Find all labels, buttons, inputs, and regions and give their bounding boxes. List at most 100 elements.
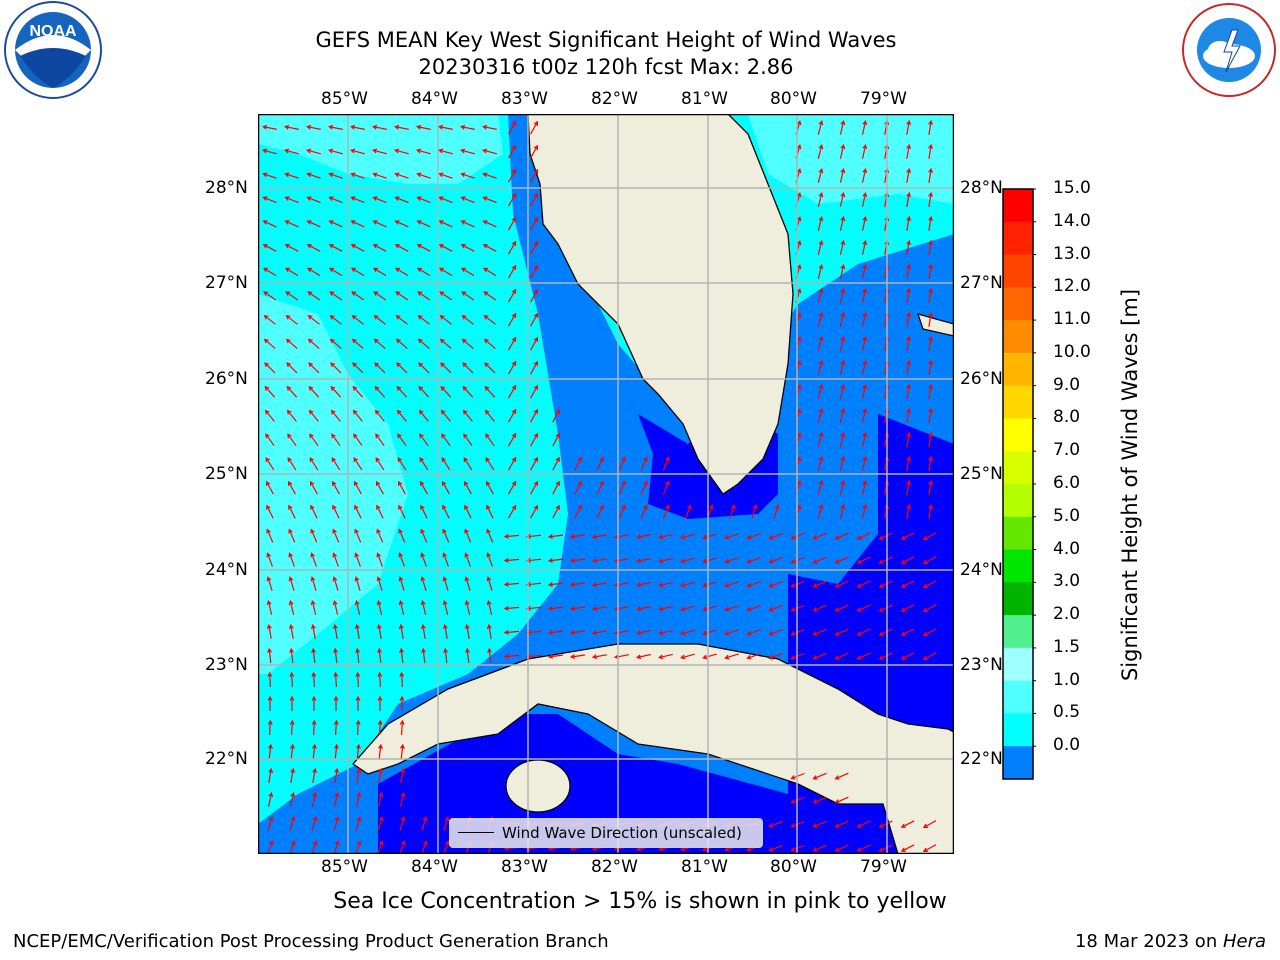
wind-wave-arrow-22 (305, 148, 321, 155)
wind-wave-arrow-105 (372, 244, 387, 252)
wind-wave-arrow-205 (374, 362, 386, 374)
wind-wave-arrow-330 (861, 479, 868, 495)
wind-wave-arrow-432 (376, 576, 383, 591)
wind-wave-arrow-359 (817, 503, 824, 519)
lon-tick-top-4: 81°W (681, 89, 728, 109)
wind-wave-arrow-454 (856, 580, 871, 588)
colorbar-segment-4 (1003, 320, 1033, 354)
map-plot (258, 114, 954, 854)
wind-wave-arrow-46 (394, 172, 409, 179)
wind-wave-arrow-178 (906, 311, 912, 328)
colorbar-tick-label-12: 3.0 (1053, 571, 1081, 592)
wind-wave-arrow-12 (530, 120, 538, 135)
wind-wave-arrow-14 (817, 119, 824, 135)
wind-wave-arrow-314 (398, 480, 406, 495)
wind-wave-arrow-179 (928, 311, 933, 327)
wind-wave-arrow-210 (484, 362, 496, 374)
wind-wave-arrow-19 (928, 119, 933, 135)
wind-wave-arrow-249 (462, 409, 473, 422)
wind-wave-arrow-309 (288, 480, 296, 495)
wind-wave-arrow-109 (460, 244, 475, 252)
wind-wave-arrow-238 (906, 383, 912, 400)
wind-wave-arrow-512 (768, 629, 783, 636)
wind-wave-arrow-442 (591, 582, 608, 588)
wind-wave-arrow-414 (657, 557, 673, 564)
wind-wave-arrow-450 (768, 581, 783, 588)
wind-wave-arrow-248 (440, 409, 451, 422)
wind-wave-arrow-164 (351, 314, 364, 325)
wind-wave-arrow-379 (569, 534, 585, 539)
wind-wave-arrow-480 (746, 605, 761, 612)
wind-wave-arrow-98 (906, 215, 912, 232)
wind-wave-arrow-302 (817, 455, 824, 471)
sea-ice-footnote: Sea Ice Concentration > 15% is shown in … (333, 889, 947, 914)
wind-wave-arrow-552 (289, 671, 295, 688)
wind-wave-arrow-344 (486, 504, 494, 519)
colorbar-tick-label-15: 1.0 (1053, 669, 1081, 690)
wind-wave-arrow-603 (355, 816, 362, 831)
wind-wave-arrow-272 (507, 432, 517, 447)
wind-wave-arrow-626 (856, 820, 871, 828)
colorbar-tick-label-7: 8.0 (1053, 407, 1081, 428)
wind-wave-arrow-47 (416, 172, 431, 179)
wind-wave-arrow-60 (262, 196, 277, 204)
wind-wave-arrow-404 (442, 552, 449, 567)
wind-wave-arrow-78 (906, 191, 912, 208)
wind-wave-arrow-659 (900, 844, 915, 852)
wind-wave-arrow-245 (374, 409, 385, 422)
credit-host: Hera (1222, 931, 1266, 952)
wind-wave-arrow-531 (503, 653, 520, 659)
wind-wave-arrow-622 (768, 821, 783, 828)
wind-wave-arrow-132 (530, 264, 538, 279)
wind-wave-arrow-274 (552, 432, 560, 447)
wind-wave-arrow-172 (530, 312, 538, 327)
colorbar-segment-17 (1003, 746, 1033, 780)
wind-wave-arrow-131 (507, 264, 517, 279)
wind-wave-arrow-252 (530, 408, 538, 423)
wind-wave-arrow-38 (906, 143, 912, 160)
wind-wave-arrow-114 (817, 239, 824, 255)
wind-wave-arrow-16 (861, 119, 868, 135)
wind-wave-arrow-564 (399, 695, 405, 711)
wind-wave-arrow-241 (286, 409, 297, 422)
ocean-wave-1.5-2.0-ne (748, 114, 954, 204)
wind-wave-arrow-461 (332, 599, 339, 615)
wind-wave-arrow-413 (635, 557, 651, 564)
wind-wave-arrow-144 (351, 291, 365, 301)
wind-wave-arrow-383 (657, 533, 673, 540)
wind-wave-arrow-508 (679, 629, 695, 636)
wind-wave-arrow-606 (421, 816, 428, 831)
wind-wave-arrow-565 (267, 719, 273, 736)
wind-wave-arrow-517 (878, 628, 893, 636)
map-legend: Wind Wave Direction (unscaled) (449, 818, 763, 848)
wind-wave-arrow-498 (464, 623, 470, 640)
wind-wave-arrow-122 (306, 267, 321, 277)
wind-wave-arrow-553 (311, 671, 317, 688)
wind-wave-arrow-407 (503, 557, 520, 563)
wind-wave-arrow-428 (288, 576, 295, 591)
wind-wave-arrow-191 (507, 336, 517, 351)
wind-wave-arrow-317 (464, 480, 472, 495)
wind-wave-arrow-58 (906, 167, 912, 184)
wind-wave-arrow-586 (790, 772, 805, 780)
wind-wave-arrow-181 (285, 338, 298, 350)
wind-wave-arrow-165 (373, 314, 386, 325)
wind-wave-arrow-361 (861, 503, 868, 519)
wind-wave-arrow-152 (530, 288, 538, 303)
wind-wave-arrow-32 (530, 144, 538, 159)
wind-wave-arrow-76 (861, 191, 868, 207)
wind-wave-arrow-373 (442, 528, 450, 543)
wind-wave-arrow-230 (484, 385, 496, 398)
land-florida (527, 114, 794, 495)
wind-wave-arrow-355 (729, 504, 736, 519)
wind-wave-arrow-561 (333, 695, 339, 711)
colorbar-tick-label-11: 4.0 (1053, 538, 1081, 559)
wind-wave-arrow-287 (375, 457, 385, 471)
wind-wave-arrow-405 (464, 552, 471, 567)
wind-wave-arrow-118 (906, 239, 912, 256)
wind-wave-arrow-597 (812, 796, 827, 804)
colorbar-tick-label-9: 6.0 (1053, 473, 1081, 493)
wind-wave-arrow-605 (399, 816, 406, 831)
wind-wave-arrow-166 (395, 314, 408, 325)
wind-wave-arrow-624 (812, 820, 827, 828)
